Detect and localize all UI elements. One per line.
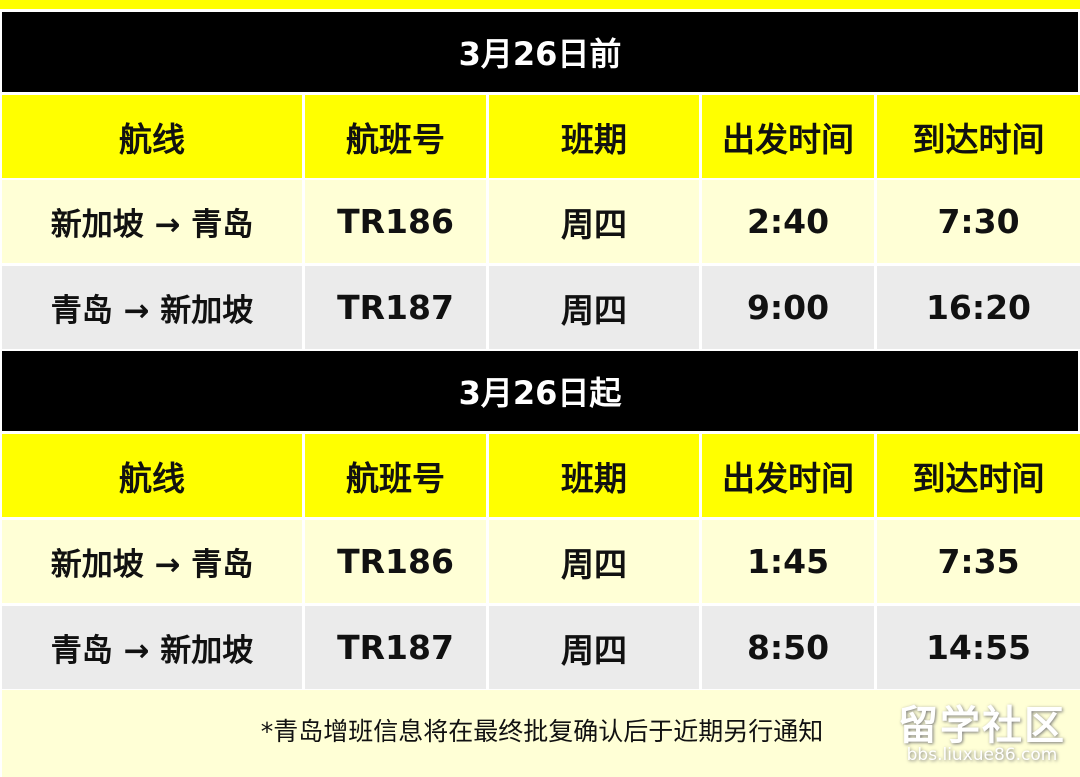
day-cell: 周四 — [489, 180, 699, 263]
column-header: 出发时间 — [702, 95, 874, 178]
section-title: 3月26日起 — [2, 351, 1078, 431]
depart-cell: 1:45 — [702, 520, 874, 603]
flight-cell: TR186 — [305, 520, 486, 603]
column-header: 班期 — [489, 434, 699, 517]
top-accent-strip — [0, 0, 1080, 9]
watermark-logo: 留学社区 bbs.liuxue86.com — [898, 706, 1066, 764]
column-header: 航班号 — [305, 95, 486, 178]
column-header: 班期 — [489, 95, 699, 178]
table-row: 新加坡 → 青岛 TR186 周四 2:40 7:30 — [2, 180, 1080, 263]
flight-cell: TR187 — [305, 606, 486, 689]
depart-cell: 9:00 — [702, 266, 874, 349]
watermark-url: bbs.liuxue86.com — [906, 745, 1058, 765]
day-cell: 周四 — [489, 266, 699, 349]
footnote-area: *青岛增班信息将在最终批复确认后于近期另行通知 留学社区 bbs.liuxue8… — [2, 690, 1080, 777]
depart-cell: 2:40 — [702, 180, 874, 263]
footnote: *青岛增班信息将在最终批复确认后于近期另行通知 — [260, 717, 824, 746]
table-row: 青岛 → 新加坡 TR187 周四 8:50 14:55 — [2, 606, 1080, 689]
arrive-cell: 14:55 — [877, 606, 1080, 689]
column-header: 航线 — [2, 95, 302, 178]
arrive-cell: 7:30 — [877, 180, 1080, 263]
route-cell: 新加坡 → 青岛 — [2, 180, 302, 263]
table-header-row: 航线 航班号 班期 出发时间 到达时间 — [2, 95, 1080, 178]
table-row: 青岛 → 新加坡 TR187 周四 9:00 16:20 — [2, 266, 1080, 349]
table-header-row: 航线 航班号 班期 出发时间 到达时间 — [2, 434, 1080, 517]
day-cell: 周四 — [489, 606, 699, 689]
table-row: 新加坡 → 青岛 TR186 周四 1:45 7:35 — [2, 520, 1080, 603]
arrive-cell: 16:20 — [877, 266, 1080, 349]
watermark-main: 留学社区 — [898, 703, 1066, 749]
day-cell: 周四 — [489, 520, 699, 603]
column-header: 航线 — [2, 434, 302, 517]
route-cell: 青岛 → 新加坡 — [2, 266, 302, 349]
column-header: 航班号 — [305, 434, 486, 517]
route-cell: 青岛 → 新加坡 — [2, 606, 302, 689]
column-header: 出发时间 — [702, 434, 874, 517]
column-header: 到达时间 — [877, 95, 1080, 178]
section-title: 3月26日前 — [2, 12, 1078, 92]
route-cell: 新加坡 → 青岛 — [2, 520, 302, 603]
flight-cell: TR186 — [305, 180, 486, 263]
flight-cell: TR187 — [305, 266, 486, 349]
arrive-cell: 7:35 — [877, 520, 1080, 603]
depart-cell: 8:50 — [702, 606, 874, 689]
column-header: 到达时间 — [877, 434, 1080, 517]
